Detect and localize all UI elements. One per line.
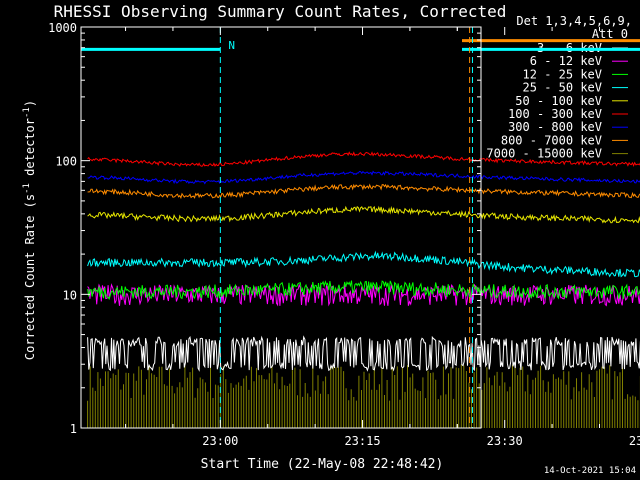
legend-label-12 - 25 keV: 12 - 25 keV xyxy=(523,67,602,81)
legend-header-line-2: Att 0 xyxy=(592,27,628,41)
legend-label-6 - 12 keV: 6 - 12 keV xyxy=(530,54,602,68)
y-tick-label: 1000 xyxy=(48,21,77,35)
legend-label-800 - 7000 keV: 800 - 7000 keV xyxy=(501,133,602,147)
legend-label-25 - 50 keV: 25 - 50 keV xyxy=(523,81,602,95)
plot-area: NS23:0023:1523:3023:4500:0000:1511010010… xyxy=(48,21,640,448)
series-line-800 - 7000 keV xyxy=(87,183,640,200)
plot-frame xyxy=(80,26,482,429)
series-line-100 - 300 keV xyxy=(87,151,640,168)
series-line-7000 - 15000 keV xyxy=(87,364,640,428)
x-tick-label: 23:15 xyxy=(344,434,380,448)
series-line-12 - 25 keV xyxy=(87,280,640,301)
x-tick-label: 23:30 xyxy=(487,434,523,448)
y-axis-label: Corrected Count Rate (s-1 detector-1) xyxy=(22,100,37,360)
x-tick-label: 23:45 xyxy=(629,434,640,448)
legend-label-300 - 800 keV: 300 - 800 keV xyxy=(508,120,602,134)
series-line-50 - 100 keV xyxy=(87,205,640,224)
generation-timestamp: 14-Oct-2021 15:04 xyxy=(544,466,636,476)
y-tick-label: 10 xyxy=(63,288,77,302)
legend-header-line-1: Det 1,3,4,5,6,9, xyxy=(516,14,632,28)
marker-label-N: N xyxy=(228,39,235,52)
chart-title: RHESSI Observing Summary Count Rates, Co… xyxy=(54,2,507,21)
legend-label-100 - 300 keV: 100 - 300 keV xyxy=(508,107,602,121)
series-line-3 - 6 keV xyxy=(87,335,640,372)
y-tick-label: 100 xyxy=(55,155,77,169)
y-tick-label: 1 xyxy=(70,422,77,436)
x-tick-label: 23:00 xyxy=(202,434,238,448)
legend-label-7000 - 15000 keV: 7000 - 15000 keV xyxy=(486,147,602,161)
series-line-300 - 800 keV xyxy=(87,170,640,185)
x-axis-label: Start Time (22-May-08 22:48:42) xyxy=(201,457,444,472)
series-line-25 - 50 keV xyxy=(87,250,640,278)
series-line-6 - 12 keV xyxy=(87,283,640,307)
legend-label-50 - 100 keV: 50 - 100 keV xyxy=(515,94,602,108)
